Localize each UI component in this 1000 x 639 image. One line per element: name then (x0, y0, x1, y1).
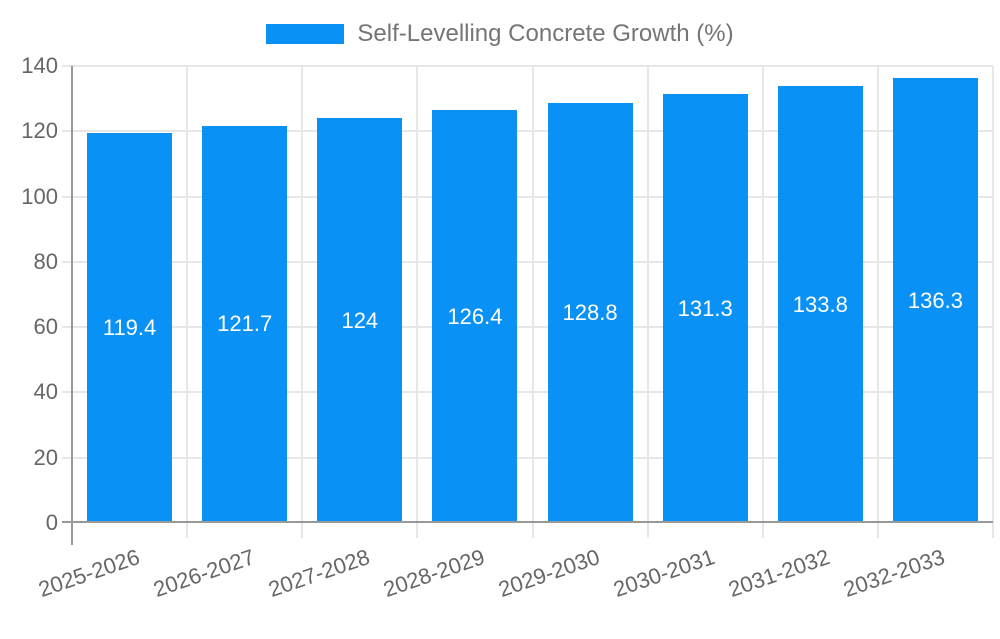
gridline-y (62, 65, 993, 67)
bar-value-label: 119.4 (102, 315, 157, 341)
gridline-y (62, 195, 993, 198)
plot-area: 0 20 40 60 80 100 120 140 119.4 2025-2026 121.7 202… (21, 53, 994, 602)
x-axis-tick-label: 2032-2033 (840, 544, 949, 602)
gridline-x (531, 66, 534, 538)
y-axis-line (71, 66, 73, 545)
gridline-y (62, 326, 993, 329)
y-axis-tick-label: 100 (21, 183, 58, 209)
y-axis-tick-label: 0 (45, 510, 58, 535)
y-axis-tick-label: 140 (21, 53, 58, 78)
bar[interactable] (202, 125, 288, 523)
bar-value-label: 128.8 (562, 299, 618, 325)
gridline-y (62, 130, 993, 133)
gridline-x (876, 66, 879, 538)
y-axis-tick-label: 60 (33, 314, 58, 340)
bar-chart-canvas: { "legend": { "label": "Self-Levelling C… (0, 20, 1000, 602)
bar[interactable] (892, 78, 978, 523)
gridline-y (62, 456, 993, 459)
gridline-x (992, 66, 994, 538)
y-axis-tick-label: 80 (33, 248, 58, 274)
bar-value-label: 133.8 (792, 291, 848, 317)
bar-value-label: 136.3 (907, 287, 963, 313)
bar[interactable] (317, 118, 403, 523)
bar[interactable] (662, 94, 748, 523)
y-axis-tick-label: 40 (33, 379, 58, 405)
y-axis-tick-label: 20 (33, 444, 58, 470)
gridline-x (416, 66, 419, 538)
bar[interactable] (87, 133, 173, 523)
bar-value-label: 131.3 (677, 295, 733, 321)
chart-legend: Self-Levelling Concrete Growth (%) (0, 20, 1000, 48)
bar[interactable] (547, 102, 633, 523)
bar[interactable] (777, 86, 863, 523)
bar[interactable] (432, 110, 518, 523)
legend-label: Self-Levelling Concrete Growth (%) (357, 20, 734, 47)
gridline-y (62, 260, 993, 263)
x-axis-line (62, 521, 993, 523)
legend-item[interactable]: Self-Levelling Concrete Growth (%) (266, 20, 734, 48)
gridline-x (186, 66, 189, 538)
bar-value-label: 124 (341, 307, 379, 333)
bar-value-label: 126.4 (447, 303, 503, 329)
y-axis-tick-label: 120 (21, 118, 58, 144)
gridline-y (62, 391, 993, 394)
bar-value-label: 121.7 (217, 311, 273, 337)
gridline-x (761, 66, 764, 538)
legend-swatch (266, 24, 345, 44)
gridline-x (646, 66, 649, 538)
gridline-x (301, 66, 304, 538)
